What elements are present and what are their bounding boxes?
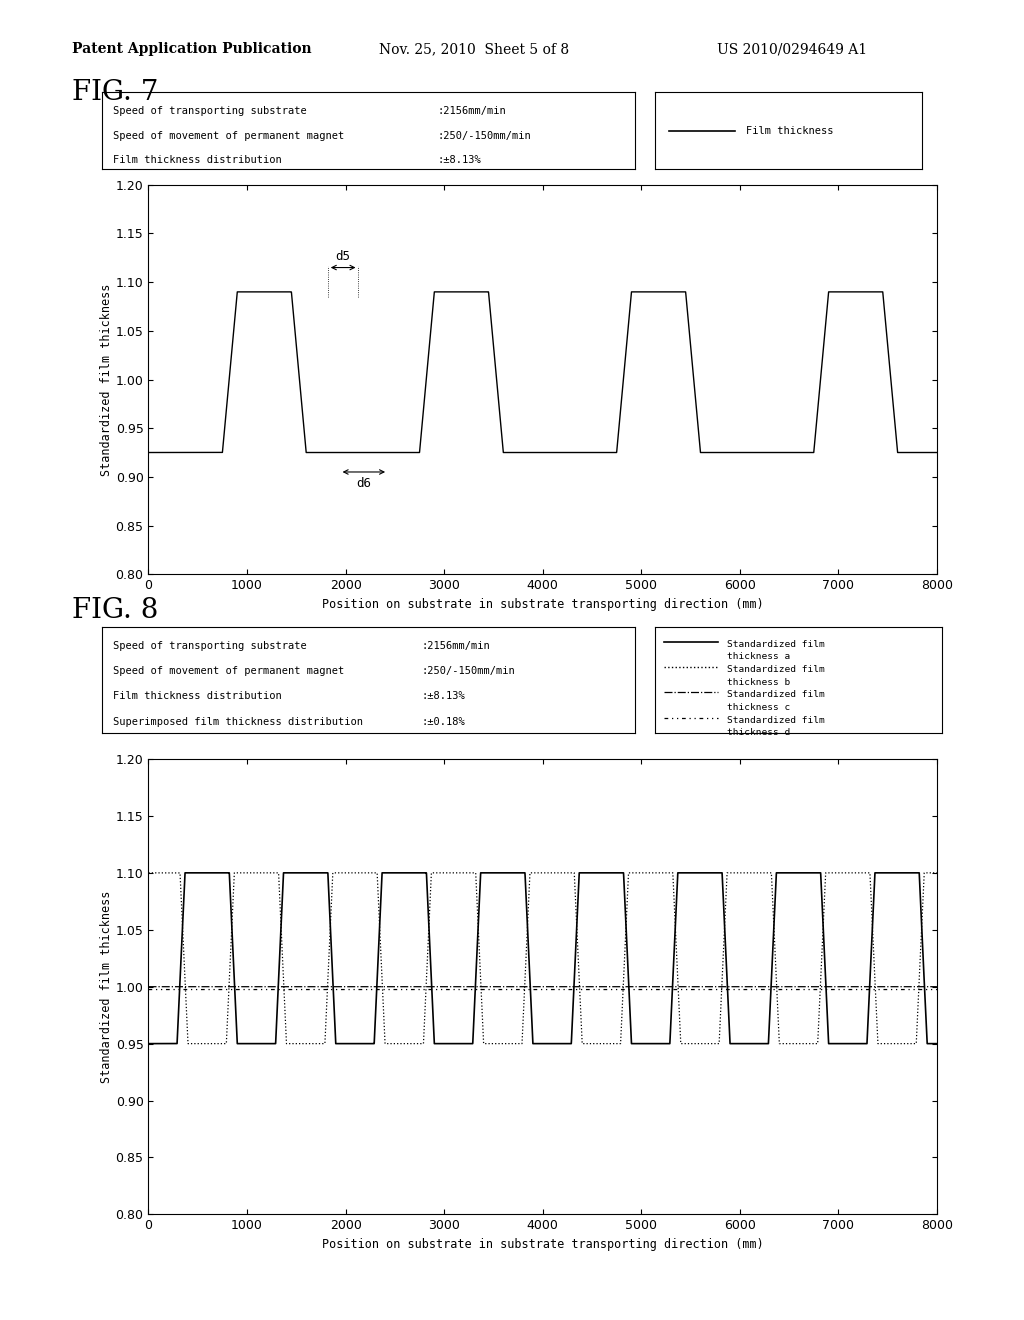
Text: :250/-150mm/min: :250/-150mm/min <box>438 131 531 141</box>
Text: Nov. 25, 2010  Sheet 5 of 8: Nov. 25, 2010 Sheet 5 of 8 <box>379 42 569 57</box>
X-axis label: Position on substrate in substrate transporting direction (mm): Position on substrate in substrate trans… <box>322 1238 764 1251</box>
Text: Speed of transporting substrate: Speed of transporting substrate <box>113 106 307 116</box>
Text: Film thickness: Film thickness <box>745 125 834 136</box>
Text: :±8.13%: :±8.13% <box>422 692 466 701</box>
Text: Standardized film: Standardized film <box>727 690 824 700</box>
Text: thickness d: thickness d <box>727 729 791 738</box>
Text: US 2010/0294649 A1: US 2010/0294649 A1 <box>717 42 867 57</box>
Text: Speed of transporting substrate: Speed of transporting substrate <box>113 640 307 651</box>
Text: :250/-150mm/min: :250/-150mm/min <box>422 667 516 676</box>
X-axis label: Position on substrate in substrate transporting direction (mm): Position on substrate in substrate trans… <box>322 598 764 611</box>
Y-axis label: Standardized film thickness: Standardized film thickness <box>100 891 113 1082</box>
Text: d5: d5 <box>336 249 350 263</box>
Text: FIG. 7: FIG. 7 <box>72 79 158 106</box>
Text: Standardized film: Standardized film <box>727 715 824 725</box>
Text: Standardized film: Standardized film <box>727 665 824 675</box>
Text: :±8.13%: :±8.13% <box>438 156 481 165</box>
Text: Speed of movement of permanent magnet: Speed of movement of permanent magnet <box>113 131 344 141</box>
Text: FIG. 8: FIG. 8 <box>72 597 158 623</box>
Text: Patent Application Publication: Patent Application Publication <box>72 42 311 57</box>
Text: :2156mm/min: :2156mm/min <box>438 106 507 116</box>
Text: :±0.18%: :±0.18% <box>422 717 466 727</box>
Text: thickness b: thickness b <box>727 677 791 686</box>
Text: Film thickness distribution: Film thickness distribution <box>113 692 282 701</box>
Text: :2156mm/min: :2156mm/min <box>422 640 490 651</box>
Text: thickness c: thickness c <box>727 704 791 711</box>
Text: Film thickness distribution: Film thickness distribution <box>113 156 282 165</box>
Text: Speed of movement of permanent magnet: Speed of movement of permanent magnet <box>113 667 344 676</box>
Text: Standardized film: Standardized film <box>727 640 824 648</box>
Text: thickness a: thickness a <box>727 652 791 661</box>
Text: d6: d6 <box>356 477 372 490</box>
Text: Superimposed film thickness distribution: Superimposed film thickness distribution <box>113 717 364 727</box>
Y-axis label: Standardized film thickness: Standardized film thickness <box>100 284 113 475</box>
